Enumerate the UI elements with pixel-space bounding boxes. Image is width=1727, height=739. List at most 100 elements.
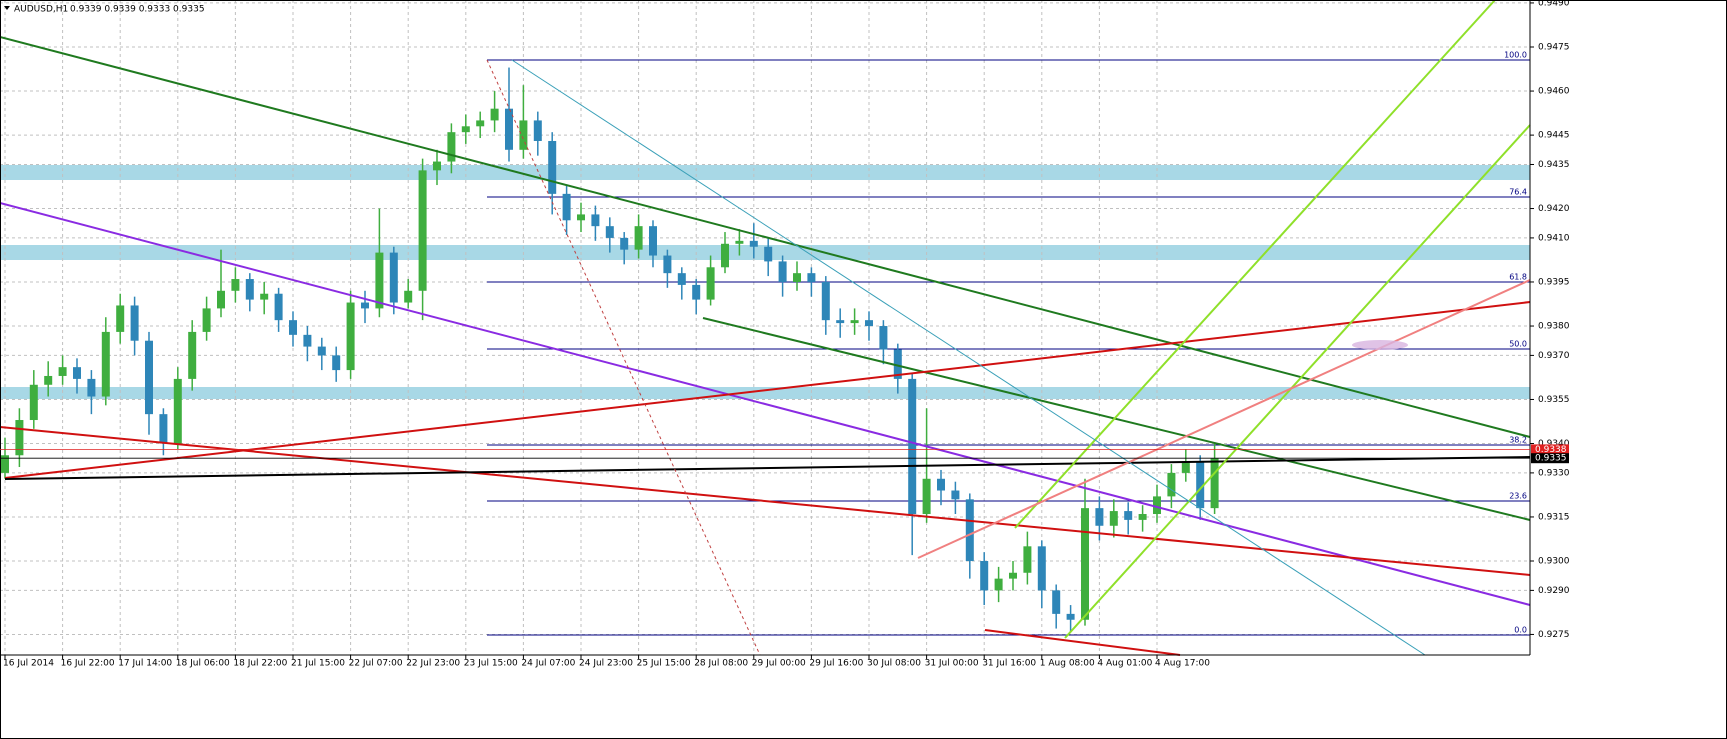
candle-body bbox=[1153, 496, 1161, 515]
candle-body bbox=[994, 578, 1003, 591]
candle-body bbox=[706, 267, 715, 300]
candle-body bbox=[821, 281, 830, 321]
candle-body bbox=[476, 120, 485, 127]
candle-body bbox=[1181, 461, 1190, 473]
trend-line bbox=[0, 36, 1531, 438]
candle-body bbox=[116, 305, 125, 332]
y-tick-label: 0.9370 bbox=[1538, 351, 1570, 361]
candle-body bbox=[519, 120, 528, 150]
price-box bbox=[1531, 453, 1569, 464]
y-tick-label: 0.9340 bbox=[1538, 439, 1570, 449]
trend-line bbox=[984, 629, 1181, 656]
candle-body bbox=[260, 293, 269, 300]
x-tick-label: 17 Jul 14:00 bbox=[118, 659, 172, 669]
trend-line bbox=[702, 317, 1531, 521]
candle-body bbox=[605, 226, 614, 238]
candle-body bbox=[346, 302, 355, 371]
x-tick-label: 22 Jul 23:00 bbox=[406, 659, 460, 669]
candle-body bbox=[173, 378, 182, 444]
candle-body bbox=[361, 302, 369, 309]
candle-body bbox=[692, 284, 701, 300]
candle-body bbox=[1167, 472, 1176, 497]
candle-body bbox=[764, 246, 773, 262]
candle-body bbox=[1066, 613, 1075, 620]
fib-label: 61.8 bbox=[1509, 273, 1527, 282]
candle-body bbox=[202, 308, 211, 332]
candle-body bbox=[44, 375, 53, 385]
candle-body bbox=[1095, 508, 1104, 526]
y-tick-label: 0.9395 bbox=[1538, 277, 1570, 287]
y-tick-label: 0.9445 bbox=[1538, 131, 1570, 141]
x-tick-label: 18 Jul 06:00 bbox=[176, 659, 230, 669]
trend-line bbox=[4, 456, 1531, 480]
candle-body bbox=[245, 279, 254, 300]
candle-body bbox=[937, 478, 945, 491]
zone bbox=[0, 387, 1530, 399]
y-tick-label: 0.9435 bbox=[1538, 160, 1570, 170]
price-label: 0.9335 bbox=[1535, 454, 1567, 464]
x-tick-label: 25 Jul 15:00 bbox=[637, 659, 691, 669]
candle-body bbox=[15, 420, 24, 456]
fib-label: 100.0 bbox=[1504, 51, 1527, 60]
symbol-title: AUDUSD,H1 bbox=[14, 5, 68, 15]
candle-body bbox=[562, 193, 571, 221]
candle-body bbox=[922, 478, 931, 515]
candle-body bbox=[634, 226, 643, 250]
candle-body bbox=[778, 261, 787, 282]
menu-arrow[interactable] bbox=[4, 6, 10, 10]
x-tick-label: 21 Jul 15:00 bbox=[291, 659, 345, 669]
x-tick-label: 1 Aug 08:00 bbox=[1040, 659, 1095, 669]
fib-label: 23.6 bbox=[1509, 492, 1527, 501]
x-tick-label: 4 Aug 01:00 bbox=[1097, 659, 1152, 669]
trend-line bbox=[4, 301, 1531, 479]
candle-body bbox=[1196, 461, 1205, 509]
candle-body bbox=[505, 108, 513, 150]
trend-line bbox=[0, 202, 1531, 606]
candle-body bbox=[591, 214, 600, 227]
x-tick-label: 29 Jul 00:00 bbox=[752, 659, 806, 669]
candle-body bbox=[1109, 511, 1118, 526]
y-tick-label: 0.9330 bbox=[1538, 468, 1570, 478]
channel-line bbox=[1064, 124, 1531, 639]
candle-body bbox=[332, 355, 341, 371]
fib-label: 38.2 bbox=[1509, 436, 1527, 445]
candle-body bbox=[1, 455, 9, 473]
candle-body bbox=[649, 226, 657, 256]
candle-body bbox=[577, 214, 585, 221]
candle-body bbox=[879, 326, 888, 350]
candle-body bbox=[721, 243, 729, 268]
y-tick-label: 0.9490 bbox=[1538, 0, 1570, 8]
y-tick-label: 0.9460 bbox=[1538, 87, 1570, 97]
y-tick-label: 0.9290 bbox=[1538, 586, 1570, 596]
y-tick-label: 0.9315 bbox=[1538, 512, 1570, 522]
x-tick-label: 4 Aug 17:00 bbox=[1155, 659, 1210, 669]
candle-body bbox=[130, 305, 139, 341]
candle-body bbox=[1124, 511, 1133, 520]
x-tick-label: 22 Jul 07:00 bbox=[349, 659, 403, 669]
candle-body bbox=[87, 378, 96, 397]
candle-body bbox=[980, 561, 989, 591]
candle-body bbox=[620, 237, 629, 250]
x-tick-label: 31 Jul 16:00 bbox=[982, 659, 1036, 669]
candle-body bbox=[793, 273, 801, 282]
zone bbox=[0, 165, 1530, 180]
candle-body bbox=[303, 334, 312, 347]
candle-body bbox=[1081, 508, 1089, 620]
candle-body bbox=[101, 331, 110, 397]
candle-body bbox=[145, 340, 153, 415]
candle-body bbox=[1023, 546, 1032, 573]
candle-body bbox=[433, 161, 441, 171]
trend-line bbox=[511, 59, 1426, 656]
candle-body bbox=[461, 126, 470, 133]
candle-body bbox=[836, 320, 845, 324]
x-tick-label: 28 Jul 08:00 bbox=[694, 659, 748, 669]
candle-body bbox=[289, 320, 297, 335]
candle-body bbox=[389, 252, 398, 303]
fib-label: 0.0 bbox=[1514, 626, 1527, 635]
y-tick-label: 0.9275 bbox=[1538, 630, 1570, 640]
candle-body bbox=[1037, 546, 1046, 591]
candle-body bbox=[893, 349, 902, 379]
trend-lines bbox=[0, 0, 1531, 656]
